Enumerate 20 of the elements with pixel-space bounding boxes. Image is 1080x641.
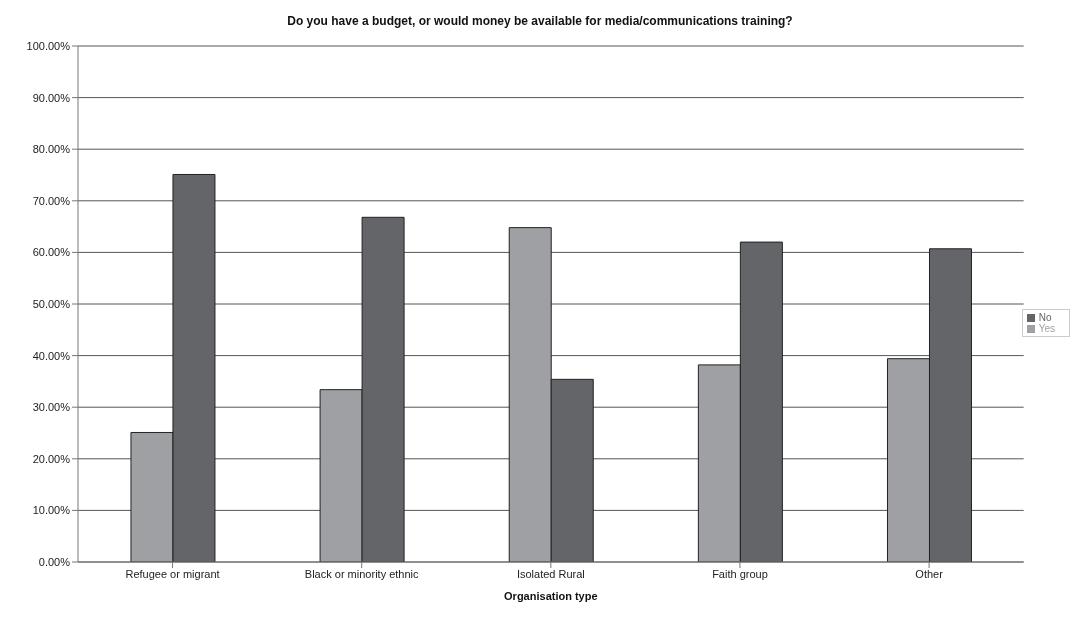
y-tick-label: 0.00%: [38, 555, 71, 568]
y-tick-label: 70.00%: [32, 194, 71, 207]
y-tick-label: 40.00%: [32, 349, 71, 362]
y-tick-label: 60.00%: [32, 246, 71, 259]
y-tick-label: 100.00%: [26, 39, 71, 52]
y-tick-label: 90.00%: [32, 91, 71, 104]
x-tick-label: Refugee or migrant: [125, 567, 220, 580]
x-tick-label: Isolated Rural: [516, 567, 585, 580]
x-axis-title: Organisation type: [504, 590, 598, 602]
y-tick-label: 30.00%: [32, 401, 71, 414]
x-tick-label: Faith group: [712, 567, 768, 580]
y-tick-label: 10.00%: [32, 504, 71, 517]
y-tick-label: 20.00%: [32, 452, 71, 465]
y-tick-label: 50.00%: [32, 297, 71, 310]
x-tick-label: Other: [915, 567, 944, 580]
legend-label: Yes: [1038, 323, 1055, 334]
y-tick-label: 80.00%: [32, 143, 71, 156]
chart-title: Do you have a budget, or would money be available for media/communications training?: [286, 14, 794, 28]
x-tick-label: Black or minority ethnic: [304, 567, 420, 580]
legend-label: No: [1038, 312, 1052, 323]
